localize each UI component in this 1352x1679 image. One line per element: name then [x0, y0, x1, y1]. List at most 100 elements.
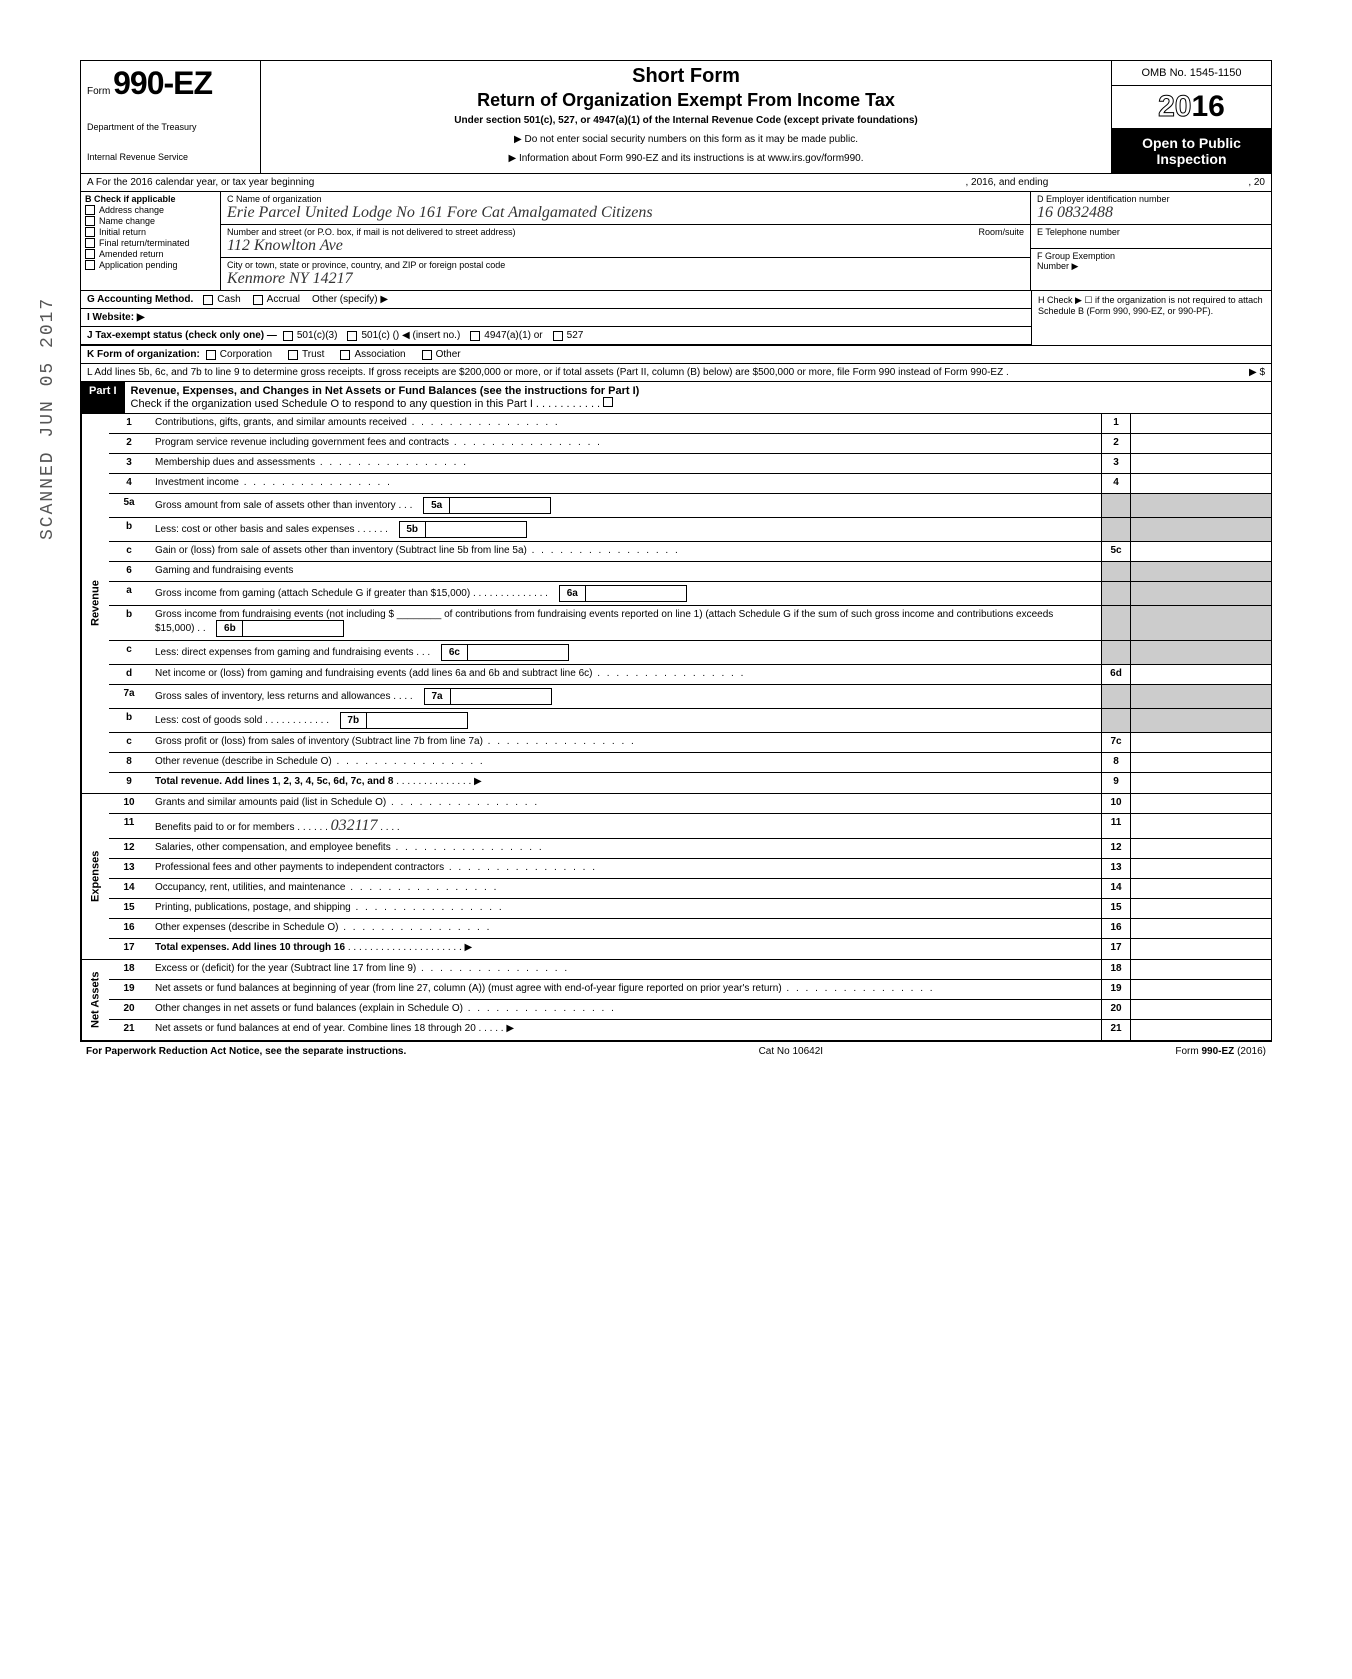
- org-name-value: Erie Parcel United Lodge No 161 Fore Cat…: [227, 204, 1024, 222]
- line-13: Professional fees and other payments to …: [149, 859, 1101, 878]
- header-row: Form 990-EZ Department of the Treasury I…: [81, 61, 1271, 174]
- check-initial-return[interactable]: Initial return: [85, 227, 216, 237]
- street-value: 112 Knowlton Ave: [227, 237, 1024, 255]
- row-g-label: G Accounting Method.: [87, 294, 193, 305]
- row-k-form-org: K Form of organization: Corporation Trus…: [81, 346, 1271, 364]
- check-label-2: Initial return: [99, 227, 146, 237]
- public-line1: Open to Public: [1116, 135, 1267, 151]
- subtitle: Return of Organization Exempt From Incom…: [269, 90, 1103, 111]
- line-8: Other revenue (describe in Schedule O): [149, 753, 1101, 772]
- line-18: Excess or (deficit) for the year (Subtra…: [149, 960, 1101, 979]
- opt-4947: 4947(a)(1) or: [484, 330, 542, 341]
- line-6d: Net income or (loss) from gaming and fun…: [149, 665, 1101, 684]
- scanned-stamp: SCANNED JUN 05 2017: [38, 297, 58, 540]
- check-pending[interactable]: Application pending: [85, 260, 216, 270]
- check-accrual[interactable]: [253, 295, 263, 305]
- ssn-warning: ▶ Do not enter social security numbers o…: [269, 134, 1103, 145]
- open-public: Open to Public Inspection: [1112, 129, 1271, 173]
- col-b-checkboxes: B Check if applicable Address change Nam…: [81, 192, 221, 290]
- group-exemption-row: F Group Exemption Number ▶: [1031, 249, 1271, 274]
- check-final-return[interactable]: Final return/terminated: [85, 238, 216, 248]
- org-name-label: C Name of organization: [227, 194, 1024, 204]
- title-short-form: Short Form: [269, 65, 1103, 88]
- line-5b: Less: cost or other basis and sales expe…: [149, 518, 1101, 541]
- public-line2: Inspection: [1116, 151, 1267, 167]
- ein-label: D Employer identification number: [1037, 194, 1265, 204]
- col-c-org-info: C Name of organization Erie Parcel Unite…: [221, 192, 1031, 290]
- footer-right: Form 990-EZ (2016): [1175, 1046, 1266, 1057]
- revenue-side-label: Revenue: [81, 414, 109, 793]
- line-7a: Gross sales of inventory, less returns a…: [149, 685, 1101, 708]
- row-a-calendar-year: A For the 2016 calendar year, or tax yea…: [81, 174, 1271, 192]
- ein-value: 16 0832488: [1037, 204, 1265, 222]
- line-6: Gaming and fundraising events: [149, 562, 1101, 581]
- col-de: D Employer identification number 16 0832…: [1031, 192, 1271, 290]
- revenue-section: Revenue 1Contributions, gifts, grants, a…: [81, 414, 1271, 794]
- ein-row: D Employer identification number 16 0832…: [1031, 192, 1271, 225]
- check-label-4: Amended return: [99, 249, 164, 259]
- opt-cash: Cash: [217, 294, 240, 305]
- check-amended[interactable]: Amended return: [85, 249, 216, 259]
- row-i-label: I Website: ▶: [87, 312, 145, 323]
- check-name-change[interactable]: Name change: [85, 216, 216, 226]
- opt-assoc: Association: [354, 349, 405, 360]
- check-label-0: Address change: [99, 205, 164, 215]
- check-label-1: Name change: [99, 216, 155, 226]
- city-label: City or town, state or province, country…: [227, 260, 1024, 270]
- info-link: ▶ Information about Form 990-EZ and its …: [269, 153, 1103, 164]
- line-14: Occupancy, rent, utilities, and maintena…: [149, 879, 1101, 898]
- opt-501c3: 501(c)(3): [297, 330, 338, 341]
- omb-number: OMB No. 1545-1150: [1112, 61, 1271, 86]
- form-prefix: Form: [87, 86, 110, 97]
- check-cash[interactable]: [203, 295, 213, 305]
- opt-corp: Corporation: [220, 349, 272, 360]
- group-label2: Number ▶: [1037, 261, 1265, 272]
- expenses-side-label: Expenses: [81, 794, 109, 959]
- check-501c[interactable]: [347, 331, 357, 341]
- street-label: Number and street (or P.O. box, if mail …: [227, 227, 978, 237]
- check-schedule-o[interactable]: [603, 397, 613, 407]
- check-4947[interactable]: [470, 331, 480, 341]
- check-assoc[interactable]: [340, 350, 350, 360]
- header-right: OMB No. 1545-1150 2016 Open to Public In…: [1111, 61, 1271, 173]
- row-l-arrow: ▶ $: [1249, 367, 1265, 378]
- check-501c3[interactable]: [283, 331, 293, 341]
- part1-label: Part I: [81, 382, 125, 413]
- check-other-org[interactable]: [422, 350, 432, 360]
- footer-left: For Paperwork Reduction Act Notice, see …: [86, 1046, 406, 1057]
- dept-treasury: Department of the Treasury: [87, 122, 254, 132]
- line-17: Total expenses. Add lines 10 through 16 …: [149, 939, 1101, 959]
- form-990ez: Form 990-EZ Department of the Treasury I…: [80, 60, 1272, 1042]
- year-prefix: 20: [1158, 90, 1191, 123]
- netassets-side-label: Net Assets: [81, 960, 109, 1040]
- footer: For Paperwork Reduction Act Notice, see …: [80, 1042, 1272, 1061]
- part1-header-row: Part I Revenue, Expenses, and Changes in…: [81, 382, 1271, 414]
- check-address-change[interactable]: Address change: [85, 205, 216, 215]
- part1-check-text: Check if the organization used Schedule …: [131, 398, 533, 410]
- line-4: Investment income: [149, 474, 1101, 493]
- check-trust[interactable]: [288, 350, 298, 360]
- row-i-website: I Website: ▶: [81, 309, 1031, 327]
- check-527[interactable]: [553, 331, 563, 341]
- header-center: Short Form Return of Organization Exempt…: [261, 61, 1111, 173]
- opt-other-org: Other: [436, 349, 461, 360]
- phone-row: E Telephone number: [1031, 225, 1271, 249]
- year-bold: 16: [1192, 90, 1225, 123]
- line-9: Total revenue. Add lines 1, 2, 3, 4, 5c,…: [149, 773, 1101, 793]
- under-section: Under section 501(c), 527, or 4947(a)(1)…: [269, 115, 1103, 126]
- check-label-3: Final return/terminated: [99, 238, 190, 248]
- room-label: Room/suite: [978, 227, 1024, 237]
- line-6c: Less: direct expenses from gaming and fu…: [149, 641, 1101, 664]
- row-a-left: A For the 2016 calendar year, or tax yea…: [87, 177, 314, 188]
- opt-trust: Trust: [302, 349, 324, 360]
- city-row: City or town, state or province, country…: [221, 258, 1030, 290]
- row-k-label: K Form of organization:: [87, 349, 200, 360]
- opt-527: 527: [567, 330, 584, 341]
- header-left: Form 990-EZ Department of the Treasury I…: [81, 61, 261, 173]
- check-corp[interactable]: [206, 350, 216, 360]
- irs-label: Internal Revenue Service: [87, 152, 254, 162]
- row-a-mid: , 2016, and ending: [965, 177, 1048, 188]
- row-a-right: , 20: [1248, 177, 1265, 188]
- expenses-section: Expenses 10Grants and similar amounts pa…: [81, 794, 1271, 960]
- line-11: Benefits paid to or for members . . . . …: [149, 814, 1101, 838]
